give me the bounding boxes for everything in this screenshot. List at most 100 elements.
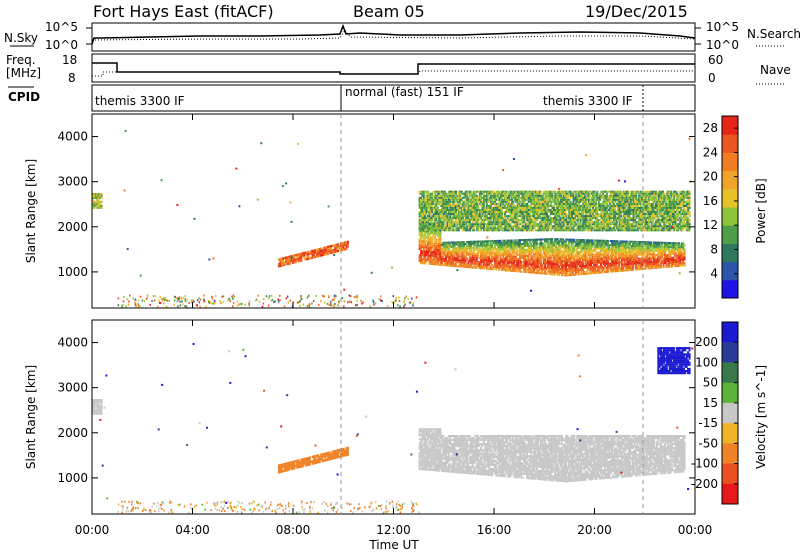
echo-cell <box>500 256 502 258</box>
echo-cell <box>490 266 492 268</box>
freq-panel: Freq. [MHz] 18 8 60 0 Nave <box>6 53 791 85</box>
echo-cell <box>539 270 541 272</box>
echo-cell <box>424 215 426 217</box>
echo-cell <box>508 221 510 223</box>
echo-cell <box>487 242 489 244</box>
echo-cell <box>550 223 552 225</box>
echo-cell <box>671 265 673 267</box>
echo-cell <box>684 245 686 247</box>
echo-cell <box>577 221 579 223</box>
echo-cell <box>101 193 103 195</box>
echo-cell <box>546 213 548 215</box>
echo-cell <box>650 259 652 261</box>
echo-cell <box>525 267 527 269</box>
echo-cell <box>470 245 472 247</box>
echo-cell <box>510 223 512 225</box>
echo-cell <box>435 241 437 243</box>
echo-cell <box>649 247 651 249</box>
echo-cell <box>480 217 482 219</box>
echo-cell <box>608 246 610 248</box>
echo-cell <box>459 195 461 197</box>
echo-cell <box>546 255 548 257</box>
nsky-tick-bottom: 10^0 <box>45 38 78 52</box>
echo-cell <box>675 253 677 255</box>
nave-tick-bottom: 0 <box>708 71 716 85</box>
echo-cell <box>590 248 592 250</box>
echo-cell <box>447 207 449 209</box>
echo-cell <box>477 221 479 223</box>
echo-cell <box>423 248 425 250</box>
echo-cell <box>483 225 485 227</box>
echo-cell <box>463 253 465 255</box>
echo-cell <box>431 229 433 231</box>
echo-cell <box>463 225 465 227</box>
echo-cell <box>583 239 585 241</box>
echo-cell <box>511 199 513 201</box>
echo-cell <box>536 241 538 243</box>
echo-cell <box>546 273 548 275</box>
echo-cell <box>549 225 551 227</box>
echo-cell <box>445 258 447 260</box>
echo-cell <box>518 225 520 227</box>
echo-cell <box>681 251 683 253</box>
echo-cell <box>493 191 495 193</box>
echo-cell <box>455 191 457 193</box>
echo-cell <box>520 263 522 265</box>
echo-cell <box>420 248 422 250</box>
echo-cell <box>545 209 547 211</box>
echo-cell <box>526 203 528 205</box>
echo-cell <box>682 247 684 249</box>
echo-cell <box>576 249 578 251</box>
echo-cell <box>561 262 563 264</box>
echo-cell <box>684 264 686 266</box>
echo-cell <box>483 261 485 263</box>
echo-cell <box>512 203 514 205</box>
echo-cell <box>547 229 549 231</box>
nsky-tick-top: 10^5 <box>45 20 78 34</box>
echo-cell <box>550 259 552 261</box>
echo-cell <box>295 261 297 263</box>
echo-cell <box>437 207 439 209</box>
echo-cell <box>468 203 470 205</box>
echo-cell <box>488 256 490 258</box>
echo-cell <box>572 253 574 255</box>
echo-cell <box>568 245 570 247</box>
echo-cell <box>553 246 555 248</box>
echo-cell <box>520 271 522 273</box>
echo-cell <box>556 217 558 219</box>
echo-cell <box>483 203 485 205</box>
echo-cell <box>540 252 542 254</box>
echo-cell <box>449 215 451 217</box>
echo-cell <box>477 227 479 229</box>
echo-cell <box>476 195 478 197</box>
echo-cell <box>573 193 575 195</box>
echo-cell <box>452 219 454 221</box>
echo-cell <box>440 219 442 221</box>
echo-cell <box>659 260 661 262</box>
echo-cell <box>580 243 582 245</box>
echo-cell <box>551 238 553 240</box>
echo-cell <box>507 248 509 250</box>
echo-cell <box>547 203 549 205</box>
echo-cell <box>533 227 535 229</box>
echo-cell <box>607 261 609 263</box>
echo-cell <box>518 195 520 197</box>
echo-cell <box>481 247 483 249</box>
echo-cell <box>454 255 456 257</box>
echo-cell <box>444 221 446 223</box>
echo-cell <box>660 258 662 260</box>
echo-cell <box>303 254 305 256</box>
echo-cell <box>578 203 580 205</box>
echo-cell <box>475 193 477 195</box>
echo-cell <box>504 205 506 207</box>
echo-cell <box>484 213 486 215</box>
echo-cell <box>530 243 532 245</box>
echo-cell <box>494 246 496 248</box>
echo-cell <box>551 240 553 242</box>
echo-cell <box>458 253 460 255</box>
echo-cell <box>483 221 485 223</box>
echo-cell <box>93 207 95 209</box>
echo-cell <box>98 199 100 201</box>
echo-cell <box>540 250 542 252</box>
echo-cell <box>465 243 467 245</box>
